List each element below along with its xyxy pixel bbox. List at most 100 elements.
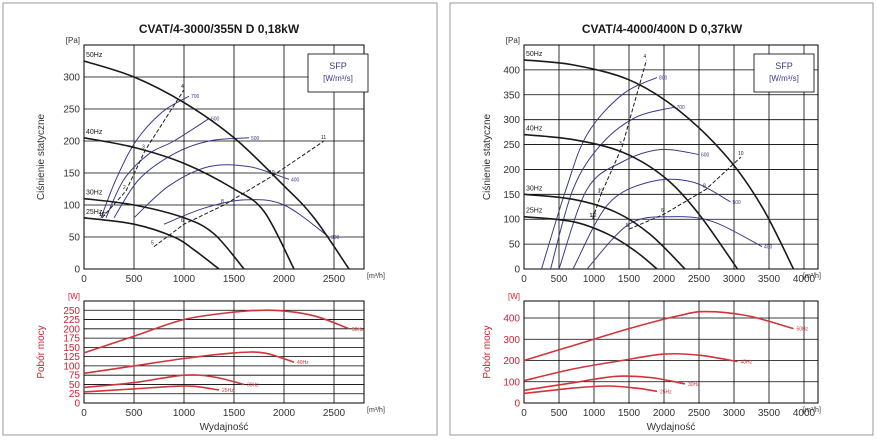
operating-point-label: 6 (661, 208, 664, 214)
x-tick-label: 2000 (273, 408, 296, 419)
power-curve (523, 375, 686, 392)
operating-point-label: 8 (221, 199, 224, 205)
operating-point-label: 12 (598, 188, 604, 194)
sfp-curve-label: 700 (677, 105, 686, 111)
operating-point-label: 8 (703, 183, 706, 189)
sfp-curve-label: 300 (331, 235, 340, 241)
y-unit-label: [W] (68, 292, 80, 301)
y-tick-label: 150 (503, 190, 520, 201)
chart-title: CVAT/4-3000/355N D 0,18kW (139, 22, 300, 36)
y-tick-label: 200 (63, 137, 80, 148)
operating-point-label: 11 (321, 135, 326, 141)
panel-frame (2, 2, 438, 436)
sfp-curve-label: 800 (659, 75, 668, 81)
operating-point-label: 3 (142, 145, 145, 151)
power-curve (523, 310, 794, 362)
y-tick-label: 200 (63, 324, 80, 335)
frequency-curve-label: 40Hz (526, 126, 543, 133)
x-tick-label: 3500 (758, 408, 781, 419)
operating-point-label: 4 (644, 54, 647, 60)
operating-point-label: 5 (151, 241, 154, 247)
x-tick-label: 2500 (323, 408, 346, 419)
y-tick-label: 150 (63, 343, 80, 354)
x-tick-label: 500 (551, 408, 568, 419)
chart-title: CVAT/4-4000/400N D 0,37kW (582, 22, 743, 36)
y-tick-label: 250 (63, 306, 80, 317)
x-tick-label: 0 (521, 408, 527, 419)
sfp-curve (105, 118, 210, 219)
sfp-curve (572, 178, 731, 270)
operating-point-label: 1/2 (99, 212, 106, 218)
x-unit-label: [m³/h] (803, 407, 821, 414)
sfp-curve-label: 600 (701, 153, 710, 159)
x-tick-label: 2000 (653, 408, 676, 419)
operating-point-label: 10 (269, 170, 275, 176)
sfp-curve-label: 500 (251, 136, 260, 142)
operating-point-label: 2 (598, 188, 601, 194)
y-tick-label: 200 (503, 165, 520, 176)
power-curve-label: 40Hz (741, 360, 753, 366)
y-tick-label: 200 (503, 356, 520, 367)
x-tick-label: 1000 (583, 408, 606, 419)
x-unit-label: [m³/h] (367, 273, 385, 280)
x-unit-label: [m³/h] (367, 407, 385, 414)
operating-line (628, 156, 742, 230)
operating-point-label: 10 (738, 151, 744, 157)
x-tick-label: 500 (126, 274, 143, 285)
frequency-curve-label: 30Hz (526, 185, 543, 192)
power-y-axis-label: Pobór mocy (482, 325, 493, 378)
x-tick-label: 2500 (688, 274, 711, 285)
x-tick-label: 1500 (223, 274, 246, 285)
plot-area (523, 300, 819, 404)
y-tick-label: 75 (69, 371, 81, 382)
x-tick-label: 2000 (273, 274, 296, 285)
operating-point-label: 3 (619, 141, 622, 147)
power-curve (83, 385, 220, 393)
sfp-legend-title: SFP (775, 61, 793, 71)
power-curve (83, 309, 350, 354)
frequency-curve (523, 59, 795, 270)
operating-point-label: 11 (590, 213, 595, 219)
x-tick-label: 1000 (173, 408, 196, 419)
x-tick-label: 0 (81, 408, 87, 419)
power-curve (523, 352, 738, 382)
y-tick-label: 150 (63, 169, 80, 180)
power-curve-label: 40Hz (297, 360, 309, 366)
power-x-axis-label: Wydajność (200, 422, 249, 433)
sfp-curve (586, 216, 763, 270)
x-tick-label: 1500 (223, 408, 246, 419)
sfp-legend-unit: [W/m³/s] (769, 74, 799, 83)
operating-line (153, 140, 325, 248)
sfp-legend-title: SFP (329, 61, 347, 71)
sfp-curve-label: 600 (211, 117, 220, 123)
y-tick-label: 0 (74, 265, 80, 276)
sfp-curve-label: 400 (291, 177, 300, 183)
x-tick-label: 500 (126, 408, 143, 419)
frequency-curve-label: 40Hz (86, 129, 103, 136)
frequency-curve (523, 133, 739, 270)
x-tick-label: 3500 (758, 274, 781, 285)
x-tick-label: 4000 (793, 408, 816, 419)
power-curve-label: 30Hz (247, 382, 259, 388)
y-tick-label: 125 (63, 352, 80, 363)
sfp-curve (113, 137, 250, 219)
operating-line (592, 59, 647, 220)
sfp-curve (550, 106, 675, 270)
frequency-curve-label: 25Hz (86, 209, 103, 216)
frequency-curve-label: 50Hz (86, 52, 103, 59)
x-tick-label: 2500 (323, 274, 346, 285)
operating-point-label: 6 (181, 218, 184, 224)
y-tick-label: 100 (63, 361, 80, 372)
pressure-y-axis-label: Ciśnienie statyczne (482, 113, 493, 200)
x-tick-label: 0 (81, 274, 87, 285)
x-tick-label: 3000 (723, 274, 746, 285)
frequency-curve (523, 215, 658, 270)
power-plot: 0 500 1000 1500 2000 250002550751001251501752… (63, 292, 385, 419)
frequency-curve-label: 25Hz (526, 208, 543, 215)
power-y-axis-label: Pobór mocy (36, 325, 47, 378)
y-tick-label: 250 (503, 140, 520, 151)
power-curve-label: 25Hz (660, 389, 672, 395)
